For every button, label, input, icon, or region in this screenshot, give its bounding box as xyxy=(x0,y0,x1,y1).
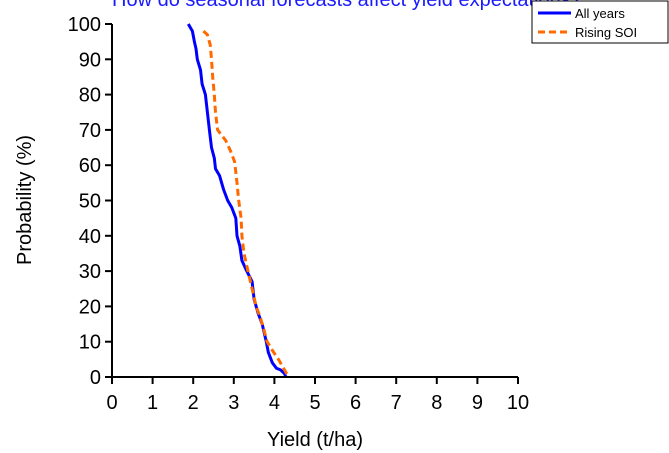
x-tick-label: 10 xyxy=(507,392,529,414)
x-axis-ticks: 0 1 2 3 4 5 6 7 8 9 10 xyxy=(106,377,529,414)
legend: All years Rising SOI xyxy=(531,0,669,44)
y-axis-ticks: 0 10 20 30 40 50 60 70 80 90 100 xyxy=(68,14,112,389)
y-tick-label: 80 xyxy=(79,85,101,107)
y-tick-label: 20 xyxy=(79,296,101,318)
y-axis-label: Probability (%) xyxy=(14,135,36,265)
y-tick-label: 70 xyxy=(79,120,101,142)
series-layer xyxy=(187,23,290,378)
x-tick-label: 4 xyxy=(269,392,280,414)
x-tick-label: 6 xyxy=(350,392,361,414)
x-tick-label: 2 xyxy=(188,392,199,414)
y-tick-label: 30 xyxy=(79,261,101,283)
y-tick-label: 100 xyxy=(68,14,101,36)
y-tick-label: 90 xyxy=(79,49,101,71)
y-tick-label: 10 xyxy=(79,332,101,354)
x-axis-label: Yield (t/ha) xyxy=(267,429,363,451)
series-line-rising-soi xyxy=(202,29,290,378)
y-tick-label: 50 xyxy=(79,191,101,213)
y-tick-label: 0 xyxy=(90,367,101,389)
x-tick-label: 5 xyxy=(309,392,320,414)
plot-area: 0 1 2 3 4 5 6 7 8 9 10 0 10 20 30 40 50 60 70 80 90 100 xyxy=(68,14,530,414)
x-tick-label: 9 xyxy=(472,392,483,414)
chart-title: How do seasonal forecasts affect yield e… xyxy=(112,0,582,11)
legend-label-rising-soi: Rising SOI xyxy=(575,25,637,40)
x-tick-label: 7 xyxy=(391,392,402,414)
x-tick-label: 8 xyxy=(431,392,442,414)
legend-box xyxy=(531,0,669,44)
legend-label-all-years: All years xyxy=(575,6,625,21)
x-tick-label: 1 xyxy=(147,392,158,414)
y-tick-label: 60 xyxy=(79,155,101,177)
y-tick-label: 40 xyxy=(79,226,101,248)
x-tick-label: 0 xyxy=(106,392,117,414)
series-line-all-years xyxy=(187,23,288,378)
x-tick-label: 3 xyxy=(228,392,239,414)
